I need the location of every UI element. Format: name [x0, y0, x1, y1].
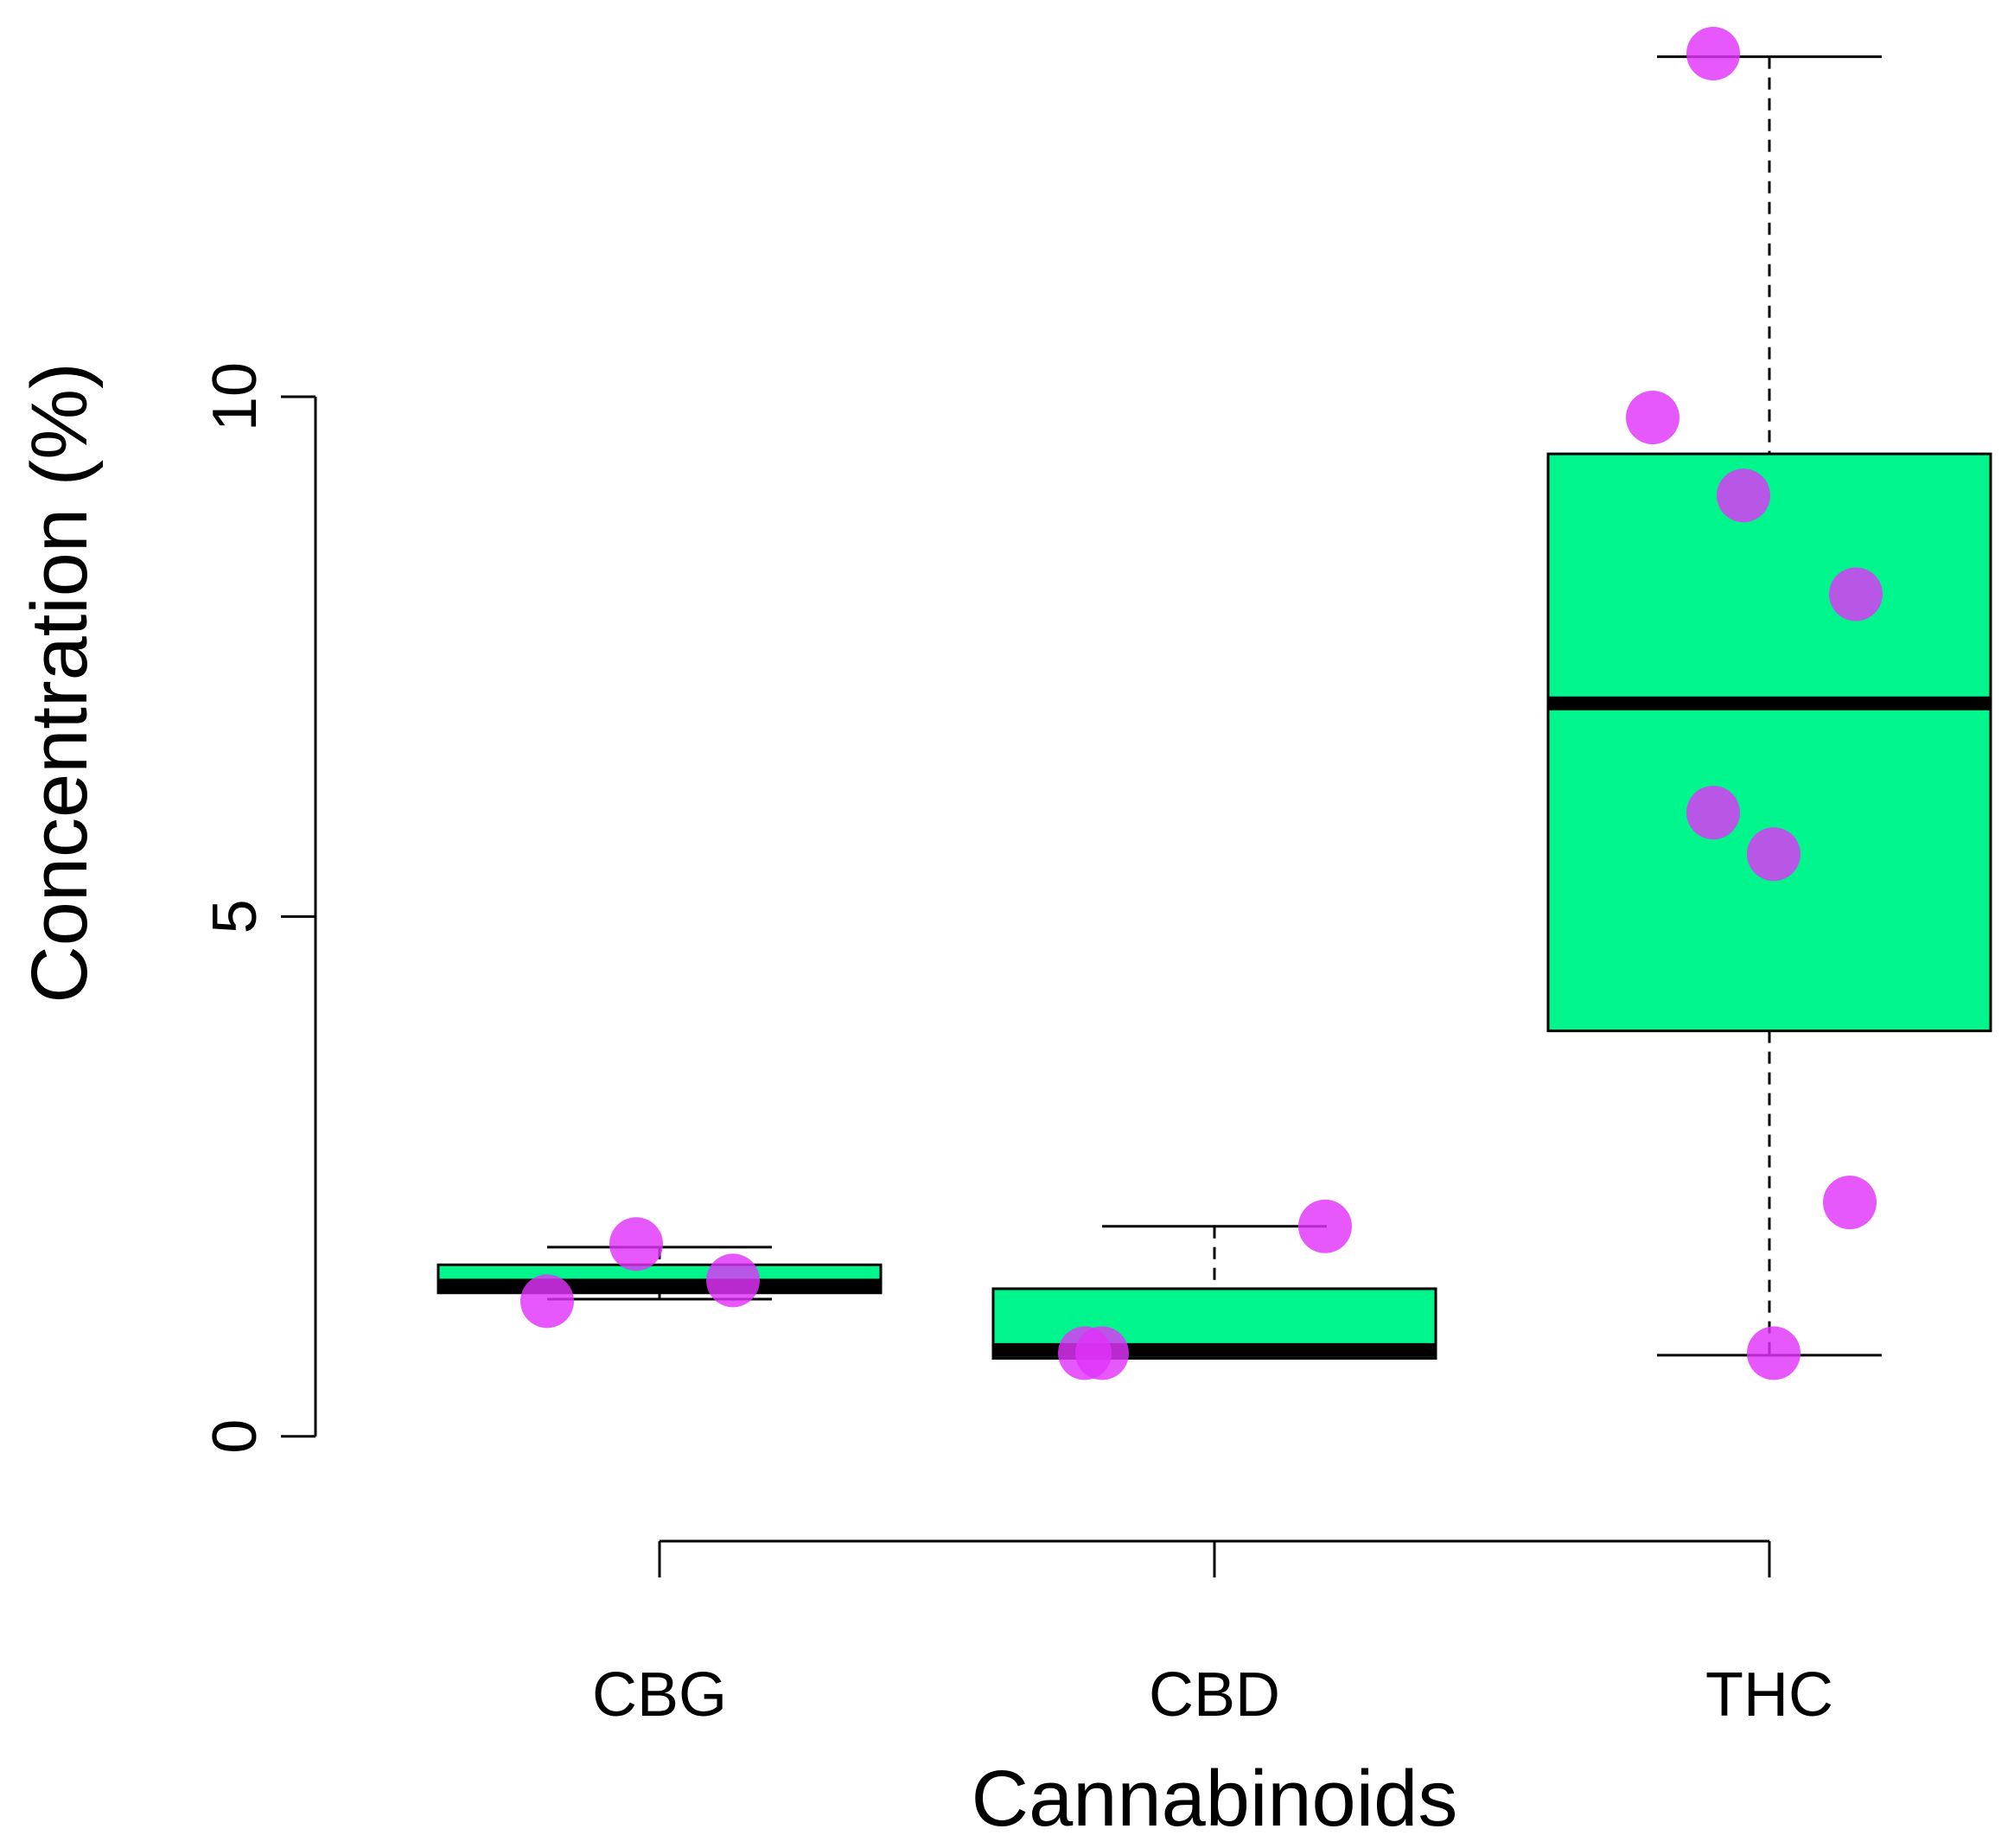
data-point-cbg [609, 1217, 663, 1271]
boxes [438, 57, 1991, 1359]
iqr-box [1548, 454, 1991, 1031]
data-point-thc [1829, 567, 1883, 621]
data-point-thc [1686, 786, 1740, 839]
data-point-cbd [1298, 1200, 1352, 1253]
data-point-thc [1717, 468, 1770, 522]
data-point-cbg [706, 1253, 760, 1307]
data-point-thc [1686, 27, 1740, 80]
x-tick-label-thc: THC [1705, 1660, 1833, 1730]
x-axis-title: Cannabinoids [972, 1755, 1458, 1843]
data-point-thc [1747, 827, 1800, 881]
data-point-thc [1823, 1176, 1877, 1229]
x-tick-label-cbg: CBG [592, 1660, 727, 1730]
y-axis-title: Concentration (%) [16, 362, 104, 1003]
data-point-cbg [520, 1274, 574, 1328]
y-tick-label: 5 [201, 899, 270, 934]
box-cbd [993, 1227, 1436, 1359]
x-tick-label-cbd: CBD [1149, 1660, 1280, 1730]
data-point-thc [1747, 1327, 1800, 1380]
x-axis: CBG CBD THC [592, 1541, 1833, 1730]
data-point-cbd [1075, 1327, 1129, 1380]
y-tick-label: 10 [201, 362, 270, 431]
box-thc [1548, 57, 1991, 1355]
y-tick-label: 0 [201, 1419, 270, 1454]
data-point-thc [1626, 391, 1679, 444]
y-axis: 0 5 10 [201, 362, 315, 1454]
